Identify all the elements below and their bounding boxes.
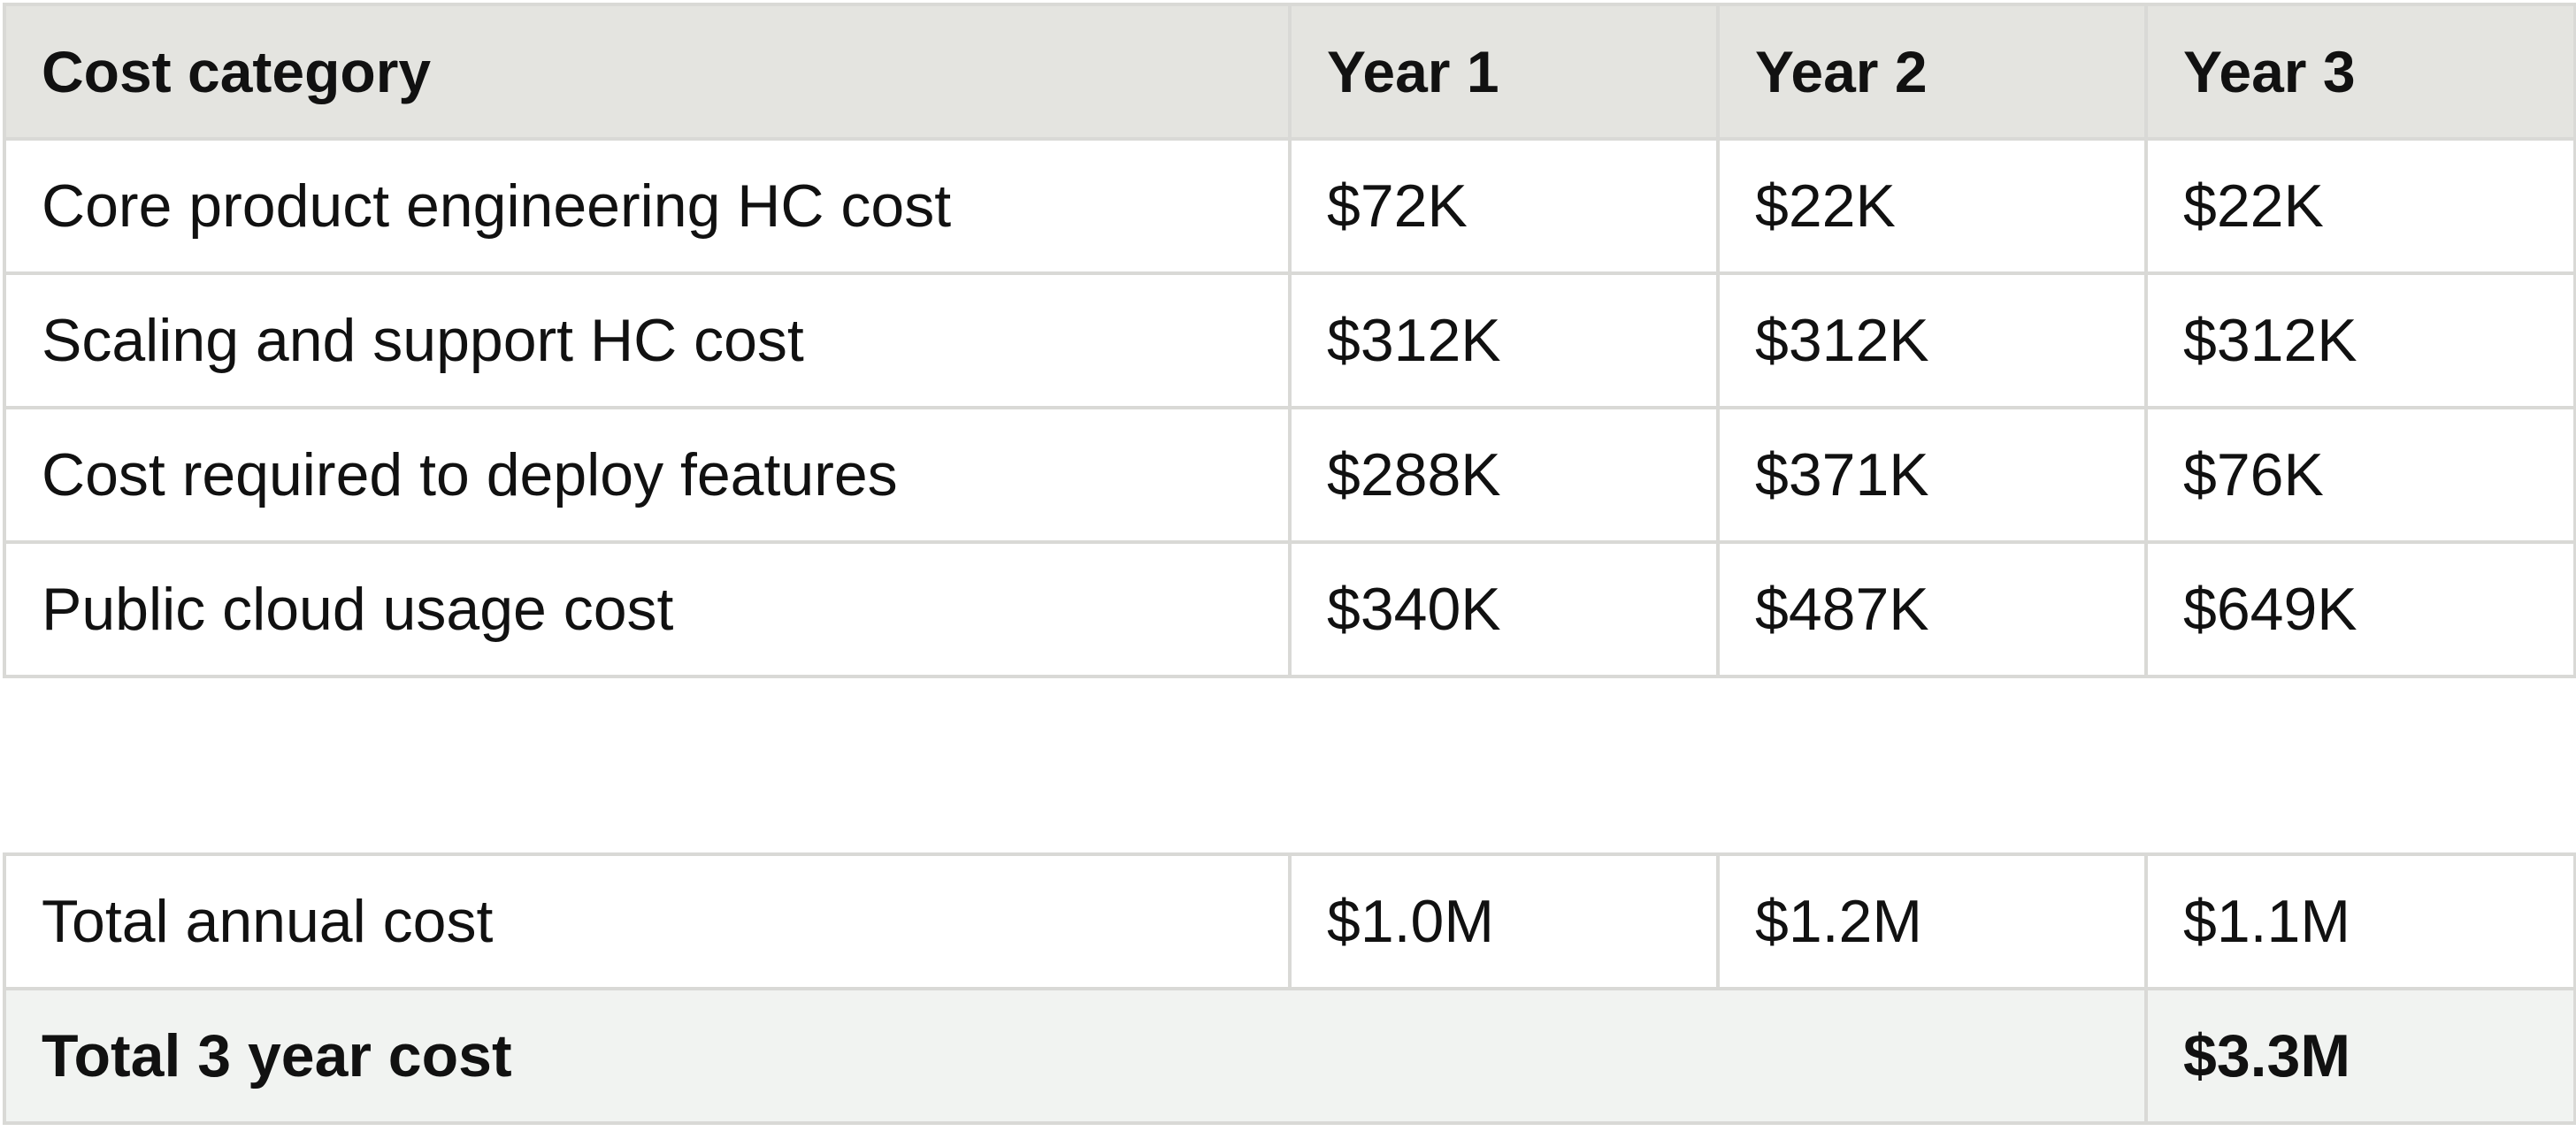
- row-category: Cost required to deploy features: [3, 406, 1292, 544]
- header-cost-category: Cost category: [3, 3, 1292, 141]
- three-year-total-row: Total 3 year cost $3.3M: [3, 987, 2576, 1125]
- row-year-1: $312K: [1288, 271, 1720, 409]
- row-category: Core product engineering HC cost: [3, 137, 1292, 275]
- three-year-total-value: $3.3M: [2144, 987, 2576, 1125]
- row-year-2: $312K: [1716, 271, 2148, 409]
- row-year-3: $22K: [2144, 137, 2576, 275]
- table-row: Core product engineering HC cost $72K $2…: [3, 137, 2576, 275]
- header-row: Cost category Year 1 Year 2 Year 3: [3, 3, 2576, 141]
- row-year-2: $487K: [1716, 540, 2148, 678]
- row-category: Public cloud usage cost: [3, 540, 1292, 678]
- row-category: Scaling and support HC cost: [3, 271, 1292, 409]
- annual-total-year-1: $1.0M: [1288, 852, 1720, 990]
- cost-breakdown-table: Cost category Year 1 Year 2 Year 3 Core …: [3, 3, 2576, 678]
- table-row: Scaling and support HC cost $312K $312K …: [3, 271, 2576, 409]
- annual-total-year-2: $1.2M: [1716, 852, 2148, 990]
- annual-total-row: Total annual cost $1.0M $1.2M $1.1M: [3, 852, 2576, 990]
- row-year-1: $72K: [1288, 137, 1720, 275]
- row-year-2: $371K: [1716, 406, 2148, 544]
- table-row: Public cloud usage cost $340K $487K $649…: [3, 540, 2576, 678]
- header-year-2: Year 2: [1716, 3, 2148, 141]
- row-year-3: $76K: [2144, 406, 2576, 544]
- annual-total-year-3: $1.1M: [2144, 852, 2576, 990]
- annual-total-label: Total annual cost: [3, 852, 1292, 990]
- row-year-1: $288K: [1288, 406, 1720, 544]
- row-year-3: $649K: [2144, 540, 2576, 678]
- header-year-3: Year 3: [2144, 3, 2576, 141]
- header-year-1: Year 1: [1288, 3, 1720, 141]
- row-year-1: $340K: [1288, 540, 1720, 678]
- three-year-total-label: Total 3 year cost: [3, 987, 2148, 1125]
- totals-table: Total annual cost $1.0M $1.2M $1.1M Tota…: [3, 852, 2576, 1125]
- row-year-2: $22K: [1716, 137, 2148, 275]
- table-row: Cost required to deploy features $288K $…: [3, 406, 2576, 544]
- row-year-3: $312K: [2144, 271, 2576, 409]
